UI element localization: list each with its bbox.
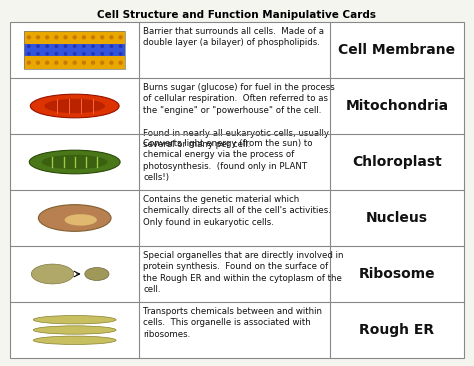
Text: Cell Membrane: Cell Membrane <box>338 43 456 57</box>
Circle shape <box>119 53 122 55</box>
Circle shape <box>92 45 94 48</box>
Circle shape <box>110 36 113 39</box>
Circle shape <box>37 53 39 55</box>
Circle shape <box>55 45 57 48</box>
Ellipse shape <box>31 264 73 284</box>
Circle shape <box>55 53 57 55</box>
Text: Special organelles that are directly involved in
protein synthesis.  Found on th: Special organelles that are directly inv… <box>144 251 344 294</box>
Circle shape <box>73 36 76 39</box>
Circle shape <box>36 61 39 64</box>
Circle shape <box>64 45 67 48</box>
Ellipse shape <box>29 150 120 174</box>
Circle shape <box>64 36 67 39</box>
Circle shape <box>82 45 85 48</box>
Circle shape <box>110 61 113 64</box>
Circle shape <box>73 45 76 48</box>
Circle shape <box>110 53 113 55</box>
Text: Cell Structure and Function Manipulative Cards: Cell Structure and Function Manipulative… <box>98 10 376 20</box>
Circle shape <box>46 45 48 48</box>
Circle shape <box>37 45 39 48</box>
Ellipse shape <box>33 326 116 334</box>
Circle shape <box>36 36 39 39</box>
Bar <box>24 44 125 56</box>
Text: Transports chemicals between and within
cells.  This organelle is associated wit: Transports chemicals between and within … <box>144 307 322 339</box>
Circle shape <box>91 36 94 39</box>
Circle shape <box>110 45 113 48</box>
Circle shape <box>73 53 76 55</box>
Text: Barrier that surrounds all cells.  Made of a
double layer (a bilayer) of phospho: Barrier that surrounds all cells. Made o… <box>144 27 324 48</box>
Ellipse shape <box>85 268 109 280</box>
Circle shape <box>119 61 122 64</box>
Circle shape <box>82 61 85 64</box>
Circle shape <box>91 61 94 64</box>
Ellipse shape <box>64 214 97 225</box>
Bar <box>24 31 125 44</box>
Circle shape <box>27 61 30 64</box>
Ellipse shape <box>33 315 116 324</box>
Circle shape <box>82 53 85 55</box>
Ellipse shape <box>33 336 116 344</box>
Text: Chloroplast: Chloroplast <box>352 155 442 169</box>
Circle shape <box>101 61 104 64</box>
Circle shape <box>27 45 30 48</box>
Bar <box>24 56 125 69</box>
Text: Nucleus: Nucleus <box>366 211 428 225</box>
Circle shape <box>46 61 49 64</box>
Circle shape <box>119 45 122 48</box>
Text: Rough ER: Rough ER <box>359 323 435 337</box>
Circle shape <box>46 36 49 39</box>
Circle shape <box>27 53 30 55</box>
Circle shape <box>55 36 58 39</box>
Circle shape <box>101 36 104 39</box>
Circle shape <box>92 53 94 55</box>
Circle shape <box>55 61 58 64</box>
Circle shape <box>64 61 67 64</box>
Text: Mitochondria: Mitochondria <box>346 99 448 113</box>
Circle shape <box>46 53 48 55</box>
Circle shape <box>101 45 103 48</box>
Text: Ribosome: Ribosome <box>359 267 435 281</box>
Circle shape <box>73 61 76 64</box>
Circle shape <box>101 53 103 55</box>
Ellipse shape <box>42 155 108 169</box>
Text: Converts light energy (from the sun) to
chemical energy via the process of
photo: Converts light energy (from the sun) to … <box>144 139 313 182</box>
Circle shape <box>27 36 30 39</box>
Text: Burns sugar (glucose) for fuel in the process
of cellular respiration.  Often re: Burns sugar (glucose) for fuel in the pr… <box>144 83 335 149</box>
Ellipse shape <box>38 205 111 231</box>
Bar <box>24 31 125 69</box>
Text: Contains the genetic material which
chemically directs all of the cell's activit: Contains the genetic material which chem… <box>144 195 331 227</box>
Circle shape <box>64 53 67 55</box>
Ellipse shape <box>45 99 105 113</box>
Ellipse shape <box>30 94 119 118</box>
Circle shape <box>119 36 122 39</box>
Circle shape <box>82 36 85 39</box>
